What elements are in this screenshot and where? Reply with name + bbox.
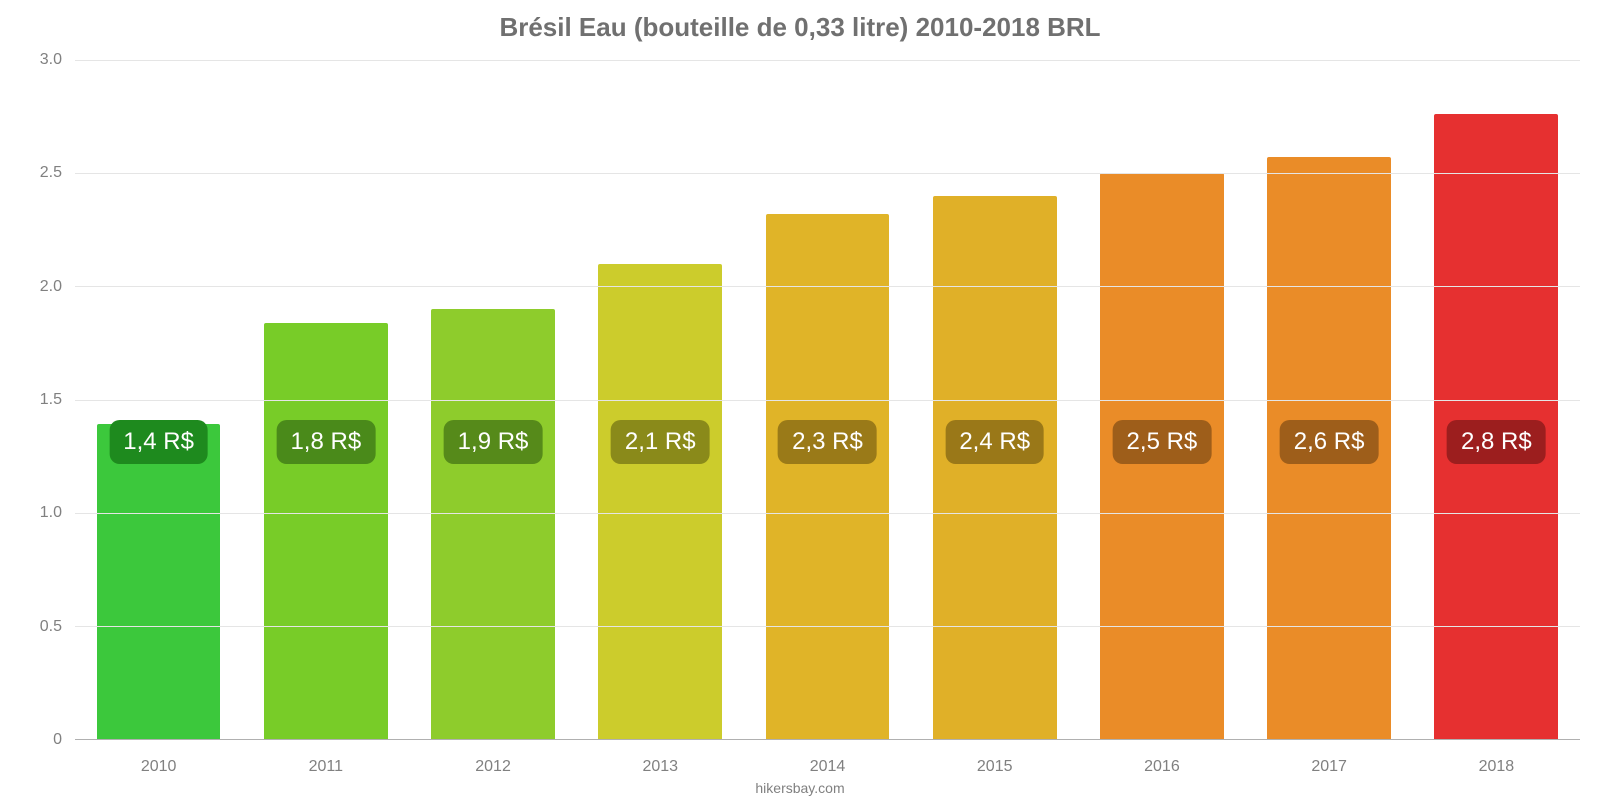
grid-line — [75, 626, 1580, 627]
bar-value-label: 1,9 R$ — [444, 420, 543, 464]
bar: 2,6 R$ — [1267, 157, 1391, 739]
bar: 1,4 R$ — [97, 424, 221, 739]
y-tick-label: 2.5 — [40, 164, 62, 182]
bar: 2,1 R$ — [598, 264, 722, 739]
grid-line — [75, 513, 1580, 514]
source-text: hikersbay.com — [0, 780, 1600, 796]
bar-value-label: 2,3 R$ — [778, 420, 877, 464]
bar-value-label: 1,4 R$ — [109, 420, 208, 464]
bar: 2,4 R$ — [933, 196, 1057, 739]
bar-value-label: 2,8 R$ — [1447, 420, 1546, 464]
x-tick-label: 2012 — [409, 758, 576, 776]
x-tick-label: 2015 — [911, 758, 1078, 776]
grid-line — [75, 286, 1580, 287]
y-tick-label: 3.0 — [40, 51, 62, 69]
y-tick-label: 1.0 — [40, 504, 62, 522]
y-tick-label: 2.0 — [40, 278, 62, 296]
x-tick-label: 2018 — [1413, 758, 1580, 776]
x-axis-labels: 201020112012201320142015201620172018 — [75, 758, 1580, 776]
bar: 2,8 R$ — [1434, 114, 1558, 739]
grid-line — [75, 60, 1580, 61]
y-axis-labels: 00.51.01.52.02.53.0 — [0, 60, 70, 740]
bar-value-label: 2,5 R$ — [1113, 420, 1212, 464]
chart-container: Brésil Eau (bouteille de 0,33 litre) 201… — [0, 0, 1600, 800]
bar: 1,9 R$ — [431, 309, 555, 739]
bar: 1,8 R$ — [264, 323, 388, 739]
x-tick-label: 2014 — [744, 758, 911, 776]
y-tick-label: 1.5 — [40, 391, 62, 409]
chart-title: Brésil Eau (bouteille de 0,33 litre) 201… — [0, 12, 1600, 43]
grid-line — [75, 400, 1580, 401]
bar-value-label: 2,4 R$ — [945, 420, 1044, 464]
y-tick-label: 0.5 — [40, 618, 62, 636]
bar-value-label: 2,1 R$ — [611, 420, 710, 464]
x-tick-label: 2017 — [1246, 758, 1413, 776]
bar: 2,3 R$ — [766, 214, 890, 739]
plot-area: 1,4 R$ 1,8 R$ 1,9 R$ 2,1 R$ 2,3 R$ 2,4 R$ 2,5 … — [75, 60, 1580, 740]
bar: 2,5 R$ — [1100, 173, 1224, 739]
x-tick-label: 2011 — [242, 758, 409, 776]
grid-line — [75, 173, 1580, 174]
y-tick-label: 0 — [53, 731, 62, 749]
bar-value-label: 1,8 R$ — [276, 420, 375, 464]
x-tick-label: 2016 — [1078, 758, 1245, 776]
x-tick-label: 2013 — [577, 758, 744, 776]
x-tick-label: 2010 — [75, 758, 242, 776]
bar-value-label: 2,6 R$ — [1280, 420, 1379, 464]
